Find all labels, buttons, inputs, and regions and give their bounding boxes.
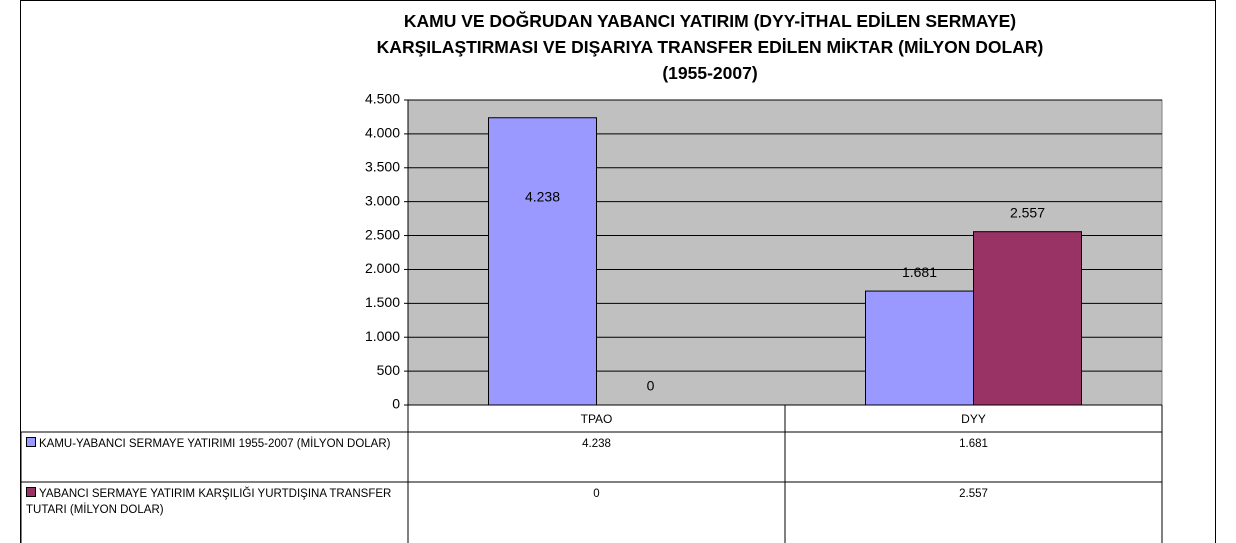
legend-key	[26, 437, 36, 447]
value-label: 4.238	[525, 188, 560, 204]
bar	[488, 117, 597, 406]
y-tick-label: 1.500	[365, 294, 400, 310]
bar	[865, 290, 974, 406]
y-tick-label: 4.500	[365, 91, 400, 107]
value-label: 0	[647, 378, 655, 394]
y-tick-label: 500	[377, 362, 401, 378]
y-tick-label: 3.500	[365, 158, 400, 174]
y-tick-label: 0	[392, 396, 400, 412]
x-tick-label: TPAO	[581, 412, 613, 426]
y-tick-label: 2.000	[365, 260, 400, 276]
legend-entry: YABANCI SERMAYE YATIRIM KARŞILIĞI YURTDI…	[26, 486, 401, 518]
table-value: 0	[593, 488, 600, 500]
x-tick-label: DYY	[961, 412, 986, 426]
chart-frame	[20, 0, 1216, 543]
legend-entry: KAMU-YABANCI SERMAYE YATIRIMI 1955-2007 …	[26, 436, 401, 452]
bar	[973, 231, 1082, 406]
table-value: 4.238	[582, 438, 611, 450]
value-label: 1.681	[902, 264, 937, 280]
y-tick-label: 4.000	[365, 125, 400, 141]
table-value: 2.557	[959, 488, 988, 500]
y-tick-label: 2.500	[365, 226, 400, 242]
legend-label: KAMU-YABANCI SERMAYE YATIRIMI 1955-2007 …	[39, 438, 391, 450]
chart-title: KAMU VE DOĞRUDAN YABANCI YATIRIM (DYY-İT…	[376, 11, 1044, 83]
legend-key	[26, 487, 36, 497]
legend-label: YABANCI SERMAYE YATIRIM KARŞILIĞI YURTDI…	[26, 488, 392, 516]
value-label: 2.557	[1010, 204, 1045, 220]
table-value: 1.681	[959, 438, 988, 450]
y-tick-label: 3.000	[365, 192, 400, 208]
y-tick-label: 1.000	[365, 328, 400, 344]
